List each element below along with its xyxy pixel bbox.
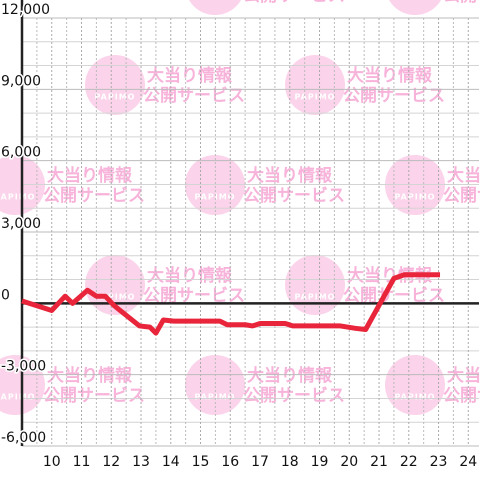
watermark-brand: PAPIMO <box>395 193 436 202</box>
data-line <box>21 272 441 336</box>
y-tick-label: 0 <box>1 287 10 303</box>
plot <box>21 272 441 336</box>
watermark-circle <box>85 55 145 115</box>
watermark-brand: PAPIMO <box>195 393 236 402</box>
watermark-text: 大当り情報 <box>147 65 233 86</box>
y-tick-label: 9,000 <box>1 73 41 89</box>
watermark-text: 大当り情報 <box>347 65 433 86</box>
y-tick-label: 6,000 <box>1 145 41 161</box>
watermark-circle <box>285 255 345 315</box>
watermark: PAPIMO大当り情報公開サービスPAPIMO大当り情報公開サービスPAPIMO… <box>0 0 480 415</box>
watermark-circle <box>285 55 345 115</box>
watermark-circle <box>385 155 445 215</box>
watermark-text: 公開サービス <box>343 86 445 106</box>
watermark-brand: PAPIMO <box>295 293 336 302</box>
watermark-circle <box>385 355 445 415</box>
watermark-text: 公開サービス <box>343 286 445 306</box>
x-tick-label: 11 <box>73 454 91 470</box>
x-tick-label: 24 <box>459 454 477 470</box>
watermark-text: 公開サービス <box>143 286 245 306</box>
watermark-circle <box>189 0 241 15</box>
x-tick-label: 12 <box>102 454 120 470</box>
watermark-text: 大当り情報 <box>447 365 480 386</box>
watermark-brand: PAPIMO <box>195 193 236 202</box>
x-tick-label: 22 <box>400 454 418 470</box>
watermark-brand: PAPIMO <box>95 293 136 302</box>
watermark-brand: PAPIMO <box>195 0 236 2</box>
watermark-circle <box>389 0 441 15</box>
grid <box>20 0 479 447</box>
y-tick-label: -6,000 <box>1 430 46 446</box>
x-tick-label: 18 <box>281 454 299 470</box>
x-tick-label: 17 <box>251 454 269 470</box>
watermark-text: 公開サービス <box>43 386 145 406</box>
watermark-text: 大当り情報 <box>47 165 133 186</box>
x-tick-label: 15 <box>192 454 210 470</box>
x-tick-label: 23 <box>430 454 448 470</box>
x-tick-label: 20 <box>340 454 358 470</box>
y-tick-label: 3,000 <box>1 216 41 232</box>
labels: 12,000 9,000 6,000 3,000 0 -3,000 -6,000 10 11 12… <box>0 1 477 471</box>
watermark-text: 公開サービス <box>443 0 480 6</box>
watermark-text: 公開サービス <box>443 186 480 206</box>
watermark-brand: PAPIMO <box>395 0 436 2</box>
x-tick-label: 16 <box>221 454 239 470</box>
watermark-text: 大当り情報 <box>447 165 480 186</box>
watermark-text: 公開サービス <box>243 0 345 6</box>
watermark-text: 公開サービス <box>43 186 145 206</box>
watermark-text: 公開サービス <box>143 86 245 106</box>
watermark-text: 公開サービス <box>243 186 345 206</box>
watermark-brand: PAPIMO <box>0 393 35 402</box>
x-tick-label: 10 <box>43 454 61 470</box>
watermark-text: 公開サービス <box>243 386 345 406</box>
watermark-text: 大当り情報 <box>147 265 233 286</box>
watermark-text: 大当り情報 <box>347 265 433 286</box>
x-tick-label: 21 <box>370 454 388 470</box>
watermark-text: 大当り情報 <box>47 365 133 386</box>
watermark-brand: PAPIMO <box>95 93 136 102</box>
x-tick-label: 13 <box>132 454 150 470</box>
y-tick-label: -3,000 <box>1 359 46 375</box>
watermark-circle <box>85 255 145 315</box>
watermark-text: 公開サービス <box>443 386 480 406</box>
watermark-brand: PAPIMO <box>395 393 436 402</box>
watermark-brand: PAPIMO <box>0 193 35 202</box>
x-tick-label: 19 <box>311 454 329 470</box>
watermark-brand: PAPIMO <box>295 93 336 102</box>
x-tick-label: 14 <box>162 454 180 470</box>
y-tick-label: 12,000 <box>1 2 50 18</box>
